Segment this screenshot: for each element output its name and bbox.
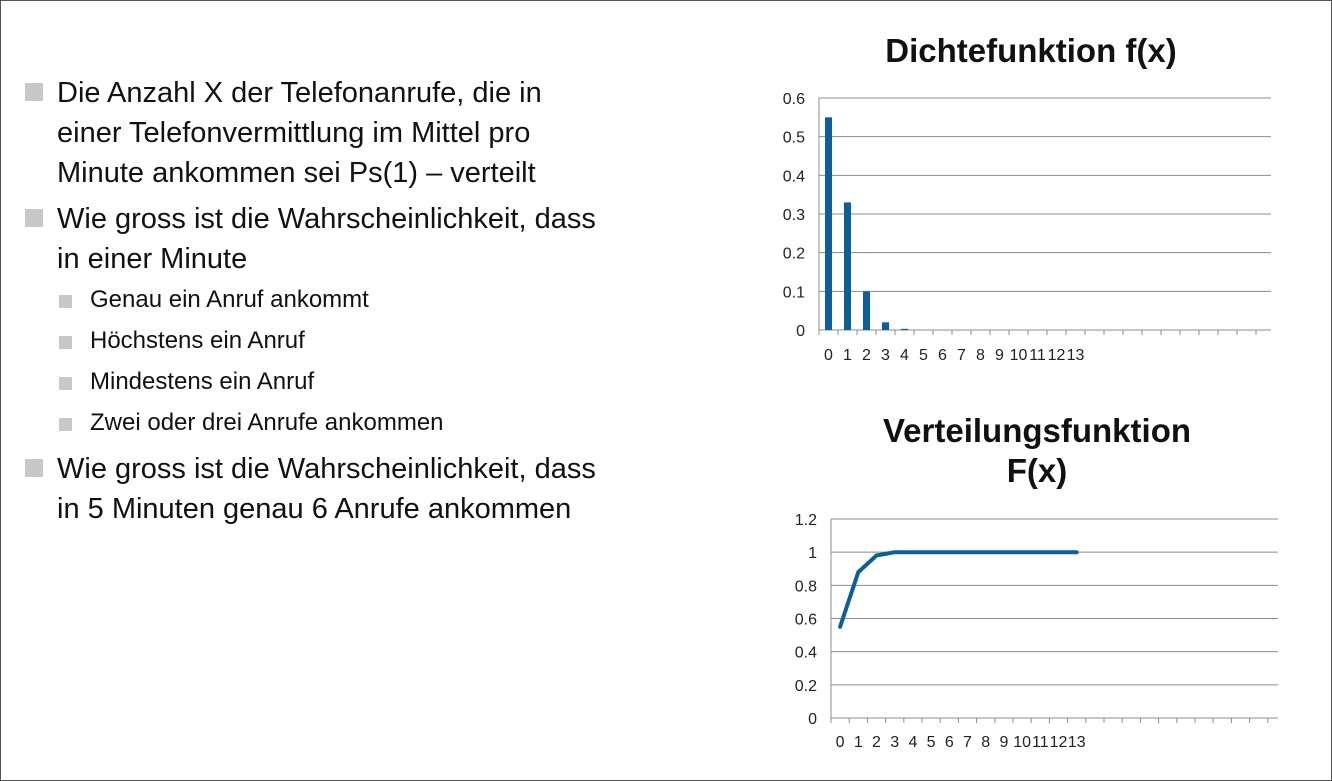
sub-bullet-text: Genau ein Anruf ankommt — [90, 286, 369, 313]
bullet-text: Wie gross ist die Wahrscheinlichkeit, da… — [57, 203, 596, 275]
cdf-y-tick-label: 1 — [808, 545, 817, 562]
density-y-tick-label: 0 — [796, 323, 805, 340]
sub-bullet-item: Mindestens ein Anruf — [25, 367, 605, 397]
cdf-y-tick-label: 0.8 — [795, 578, 817, 595]
density-x-tick-label: 8 — [976, 347, 985, 364]
cdf-x-tick-label: 12 — [1050, 734, 1068, 751]
cdf-series-line — [838, 550, 1079, 629]
bullet-text: Wie gross ist die Wahrscheinlichkeit, da… — [57, 453, 596, 525]
density-y-tick-label: 0.4 — [783, 168, 805, 185]
cdf-y-tick-label: 0.2 — [795, 678, 817, 695]
cdf-x-tick-label: 2 — [872, 734, 881, 751]
cdf-x-tick-label: 13 — [1068, 734, 1086, 751]
bullet-text: Die Anzahl X der Telefonanrufe, die in e… — [57, 77, 542, 189]
sub-bullet-text: Höchstens ein Anruf — [90, 327, 305, 354]
cdf-x-tick-label: 4 — [908, 734, 917, 751]
density-x-tick-label: 7 — [957, 347, 966, 364]
cdf-x-tick-label: 11 — [1032, 734, 1049, 751]
density-x-tick-label: 9 — [995, 347, 1004, 364]
density-x-tick-label: 2 — [862, 347, 871, 364]
density-x-tick-label: 10 — [1010, 347, 1028, 364]
sub-bullet-square-icon — [59, 377, 72, 390]
cdf-x-tick-label: 3 — [890, 734, 899, 751]
sub-bullet-square-icon — [59, 336, 72, 349]
density-x-tick-label: 12 — [1048, 347, 1066, 364]
cdf-x-tick-label: 9 — [999, 734, 1008, 751]
cdf-x-tick-label: 8 — [981, 734, 990, 751]
density-x-tick-label: 11 — [1029, 347, 1046, 364]
cdf-x-tick-label: 0 — [836, 734, 845, 751]
bullet-item: Wie gross ist die Wahrscheinlichkeit, da… — [25, 449, 605, 529]
density-y-tick-label: 0.3 — [783, 207, 805, 224]
sub-bullet-square-icon — [59, 418, 72, 431]
sub-bullet-item: Höchstens ein Anruf — [25, 326, 605, 356]
cdf-x-tick-label: 10 — [1013, 734, 1031, 751]
bullet-square-icon — [25, 83, 43, 101]
sub-bullet-square-icon — [59, 295, 72, 308]
density-y-tick-label: 0.6 — [783, 91, 805, 108]
density-bar — [901, 328, 908, 330]
bullet-square-icon — [25, 459, 43, 477]
bullet-square-icon — [25, 209, 43, 227]
cdf-chart-title: Verteilungsfunktion F(x) — [882, 412, 1192, 489]
density-x-tick-label: 0 — [824, 347, 833, 364]
density-y-tick-label: 0.2 — [783, 246, 805, 263]
density-x-tick-label: 4 — [900, 347, 909, 364]
density-x-tick-label: 6 — [938, 347, 947, 364]
cdf-y-tick-label: 0.4 — [795, 645, 817, 662]
bullet-item: Wie gross ist die Wahrscheinlichkeit, da… — [25, 199, 605, 279]
cdf-x-tick-label: 7 — [963, 734, 972, 751]
sub-bullet-text: Mindestens ein Anruf — [90, 368, 315, 395]
bullet-item: Die Anzahl X der Telefonanrufe, die in e… — [25, 73, 605, 193]
density-y-tick-label: 0.5 — [783, 130, 805, 147]
density-bar — [825, 117, 832, 330]
sub-bullet-item: Zwei oder drei Anrufe ankommen — [25, 408, 605, 438]
cdf-x-tick-label: 1 — [854, 734, 863, 751]
density-bar — [863, 291, 870, 330]
cdf-y-tick-label: 0.6 — [795, 612, 817, 629]
density-x-tick-label: 1 — [843, 347, 852, 364]
density-x-tick-label: 3 — [881, 347, 890, 364]
density-bar — [882, 322, 889, 330]
density-x-tick-label: 13 — [1067, 347, 1085, 364]
density-x-tick-label: 5 — [919, 347, 928, 364]
density-chart-title: Dichtefunktion f(x) — [885, 32, 1177, 69]
density-y-tick-label: 0.1 — [783, 284, 805, 301]
density-bar — [844, 202, 851, 330]
sub-bullet-text: Zwei oder drei Anrufe ankommen — [90, 409, 444, 436]
cdf-x-tick-label: 5 — [927, 734, 936, 751]
cdf-y-tick-label: 0 — [808, 711, 817, 728]
bullet-list: Die Anzahl X der Telefonanrufe, die in e… — [25, 73, 605, 535]
cdf-y-tick-label: 1.2 — [795, 512, 817, 529]
sub-bullet-item: Genau ein Anruf ankommt — [25, 285, 605, 315]
cdf-x-tick-label: 6 — [945, 734, 954, 751]
